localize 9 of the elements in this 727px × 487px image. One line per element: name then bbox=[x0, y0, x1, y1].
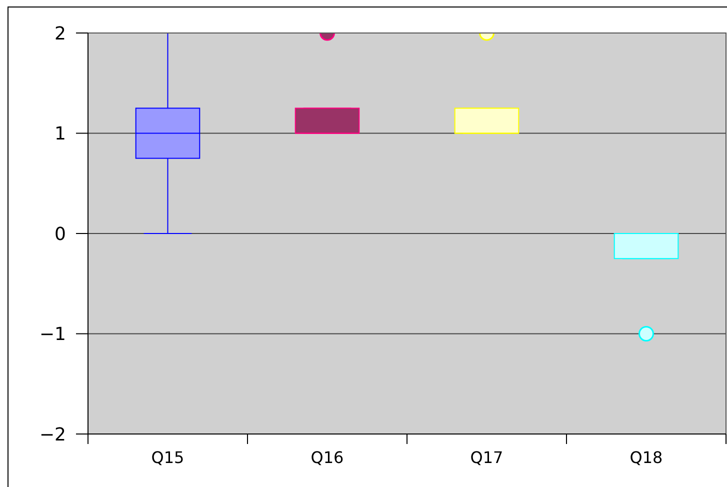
y-tick-label: 1 bbox=[54, 124, 66, 145]
y-tick-label: −1 bbox=[39, 324, 66, 346]
x-tick-label: Q17 bbox=[470, 448, 504, 467]
y-tick-label: 0 bbox=[54, 224, 66, 245]
y-tick-label: 2 bbox=[54, 23, 66, 44]
x-tick-label: Q16 bbox=[310, 448, 344, 467]
y-tick-label: −2 bbox=[39, 424, 66, 446]
x-tick-label: Q18 bbox=[630, 448, 663, 467]
x-tick-label: Q15 bbox=[151, 448, 184, 467]
